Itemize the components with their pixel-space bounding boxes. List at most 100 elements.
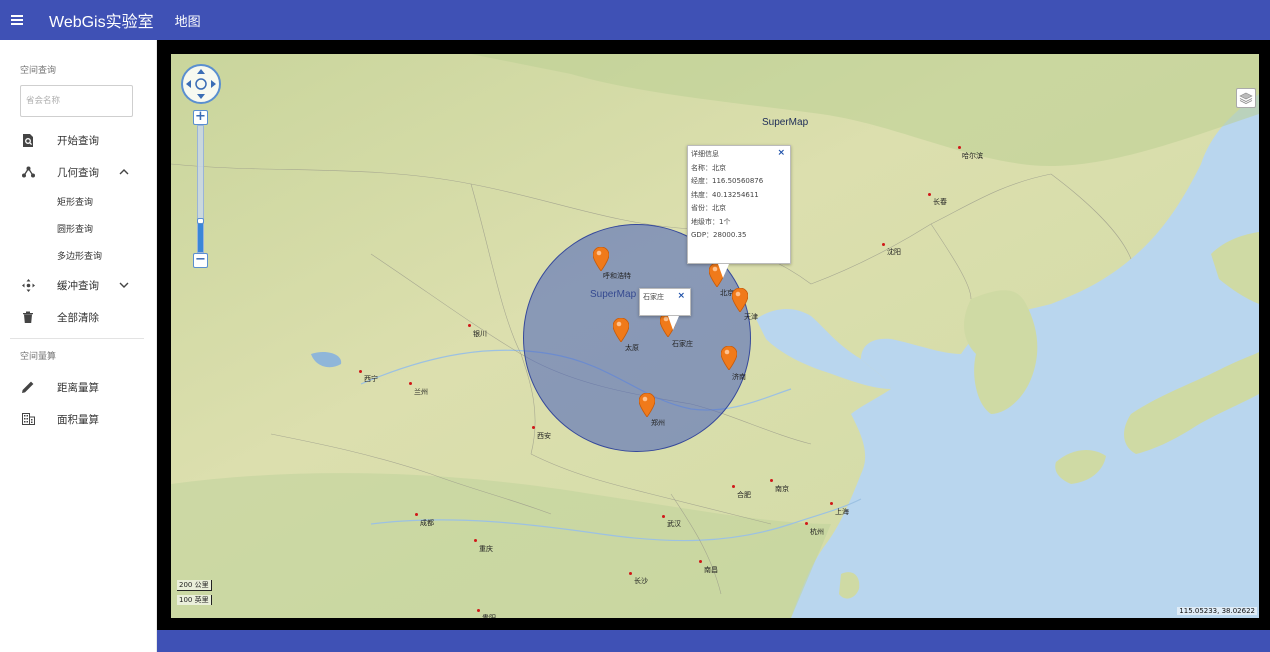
scale-bar-km: 200 公里 <box>177 580 212 591</box>
city-dot <box>474 539 477 542</box>
city-label-xining: 西宁 <box>364 375 378 383</box>
city-label-lanzhou: 兰州 <box>414 388 428 396</box>
mouse-coordinates: 115.05233, 38.02622 <box>1177 607 1257 615</box>
map-marker-taiyuan[interactable] <box>612 317 630 343</box>
popup-small-text: 石家庄 <box>643 293 664 301</box>
chevron-down-icon <box>119 280 129 290</box>
sidebar-divider <box>10 338 144 339</box>
popup-shijiazhuang: 石家庄 × <box>639 288 691 330</box>
clear-all-button[interactable]: 全部清除 <box>0 304 156 330</box>
zoom-control: + − <box>193 110 208 268</box>
spatial-query-heading: 空间查询 <box>20 66 57 76</box>
popup-tail <box>718 264 729 278</box>
city-label-taiyuan: 太原 <box>625 344 639 352</box>
city-label-shenyang: 沈阳 <box>887 248 901 256</box>
popup-tail <box>668 316 679 330</box>
pan-control[interactable] <box>181 64 221 104</box>
zoom-in-button[interactable]: + <box>193 110 208 125</box>
city-label-hohhot: 呼和浩特 <box>603 272 631 280</box>
city-dot <box>629 572 632 575</box>
city-label-nanchang: 南昌 <box>704 566 718 574</box>
map-marker-zhengzhou[interactable] <box>638 392 656 418</box>
city-dot <box>928 193 931 196</box>
city-label-hefei: 合肥 <box>737 491 751 499</box>
pan-arrows-icon <box>186 69 216 99</box>
city-dot <box>830 502 833 505</box>
nav-map-link[interactable]: 地图 <box>174 13 201 29</box>
geometry-query-toggle[interactable]: 几何查询 <box>0 159 156 185</box>
area-measure-label: 面积量算 <box>57 413 99 426</box>
hamburger-menu-icon[interactable] <box>11 15 23 25</box>
zoom-slider-handle[interactable] <box>197 218 204 224</box>
city-dot <box>415 513 418 516</box>
city-label-yinchuan: 银川 <box>473 330 487 338</box>
scale-bar-miles: 100 英里 <box>177 595 212 605</box>
city-dot <box>805 522 808 525</box>
city-label-xian: 西安 <box>537 432 551 440</box>
buffer-query-toggle[interactable]: 缓冲查询 <box>0 272 156 298</box>
city-dot <box>882 243 885 246</box>
distance-measure-button[interactable]: 距离量算 <box>0 374 156 400</box>
popup-row-longitude: 经度：116.50560876 <box>691 177 764 185</box>
clear-all-label: 全部清除 <box>57 311 99 324</box>
popup-small-close-icon[interactable]: × <box>677 291 685 301</box>
area-measure-button[interactable]: 面积量算 <box>0 406 156 432</box>
move-arrows-icon <box>21 278 35 292</box>
city-label-chengdu: 成都 <box>420 519 434 527</box>
popup-row-city-count: 地级市：1个 <box>691 217 731 226</box>
buffer-query-label: 缓冲查询 <box>57 279 99 292</box>
top-app-bar: WebGis实验室 地图 <box>0 0 1270 40</box>
city-label-tianjin: 天津 <box>744 313 758 321</box>
graph-nodes-icon <box>21 165 35 179</box>
bottom-bar <box>157 630 1270 652</box>
zoom-out-button[interactable]: − <box>193 253 208 268</box>
city-label-shijiazhuang: 石家庄 <box>672 340 693 348</box>
city-label-changsha: 长沙 <box>634 577 648 585</box>
city-label-zhengzhou: 郑州 <box>651 419 665 427</box>
city-label-chongqing: 重庆 <box>479 545 493 553</box>
city-label-nanjing: 南京 <box>775 485 789 493</box>
city-dot <box>732 485 735 488</box>
popup-row-province: 省份：北京 <box>691 204 726 212</box>
popup-row-latitude: 纬度：40.13254611 <box>691 190 759 199</box>
supermap-watermark-north: SuperMap <box>762 117 809 128</box>
map-marker-hohhot[interactable] <box>592 246 610 272</box>
city-label-beijing: 北京 <box>720 289 734 297</box>
map-view[interactable]: SuperMap SuperMap 哈尔滨 长春 沈阳 呼和浩特 北京 天津 太… <box>171 54 1259 618</box>
city-dot <box>532 426 535 429</box>
city-label-guiyang: 贵阳 <box>482 614 496 618</box>
city-dot <box>477 609 480 612</box>
building-grid-icon <box>21 412 35 426</box>
polygon-query-item[interactable]: 多边形查询 <box>57 252 103 262</box>
city-label-harbin: 哈尔滨 <box>962 152 983 160</box>
city-dot <box>699 560 702 563</box>
map-marker-jinan[interactable] <box>720 345 738 371</box>
city-label-shanghai: 上海 <box>835 508 849 516</box>
start-query-label: 开始查询 <box>57 134 99 147</box>
popup-row-gdp: GDP：28000.35 <box>691 231 747 239</box>
map-marker-tianjin[interactable] <box>731 287 749 313</box>
geometry-query-label: 几何查询 <box>57 166 99 179</box>
city-label-hangzhou: 杭州 <box>810 528 824 536</box>
sidebar: 空间查询 开始查询 几何查询 矩形查询 圆形查询 多边形查询 缓冲查询 全部清除 <box>0 40 157 652</box>
zoom-slider-track[interactable] <box>197 125 204 253</box>
city-dot <box>468 324 471 327</box>
layer-switcher-button[interactable] <box>1236 88 1256 108</box>
city-dot <box>770 479 773 482</box>
city-dot <box>958 146 961 149</box>
city-label-changchun: 长春 <box>933 198 947 206</box>
city-dot <box>359 370 362 373</box>
city-label-wuhan: 武汉 <box>667 520 681 528</box>
start-query-button[interactable]: 开始查询 <box>0 127 156 153</box>
trash-icon <box>21 310 35 324</box>
search-doc-icon <box>21 133 35 147</box>
app-title: WebGis实验室 <box>49 14 154 31</box>
rect-query-item[interactable]: 矩形查询 <box>57 198 94 208</box>
popup-detail-close-icon[interactable]: × <box>777 148 785 158</box>
circle-query-item[interactable]: 圆形查询 <box>57 225 94 235</box>
popup-detail: 详细信息 名称：北京 经度：116.50560876 纬度：40.1325461… <box>687 145 791 278</box>
province-search-input[interactable] <box>20 85 133 117</box>
pencil-icon <box>21 380 35 394</box>
layers-icon <box>1239 92 1253 104</box>
distance-measure-label: 距离量算 <box>57 381 99 394</box>
